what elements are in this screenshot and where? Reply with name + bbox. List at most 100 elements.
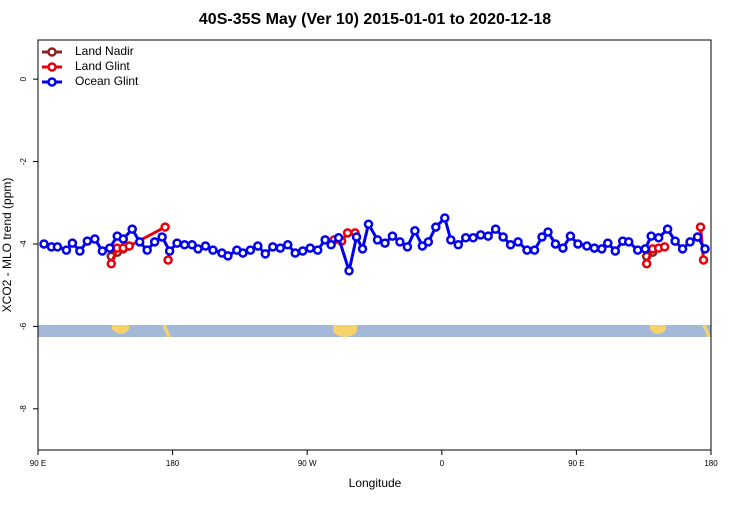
data-point — [505, 240, 516, 250]
data-point — [537, 232, 547, 242]
data-point — [700, 244, 710, 254]
data-point — [164, 246, 175, 256]
land-blob — [112, 325, 129, 334]
plot-frame — [37, 39, 712, 451]
x-tick-label: 90 W — [298, 459, 317, 468]
data-point — [283, 240, 293, 250]
data-point — [200, 241, 211, 251]
data-point — [160, 222, 170, 232]
data-point — [659, 242, 670, 252]
data-point — [695, 222, 706, 232]
data-point — [172, 238, 182, 248]
legend-marker — [47, 62, 57, 72]
data-point — [603, 238, 613, 248]
data-point — [565, 231, 576, 241]
data-point — [342, 228, 353, 238]
data-point — [67, 238, 78, 248]
data-point — [522, 245, 532, 255]
data-point — [677, 244, 688, 254]
x-tick-label: 180 — [166, 459, 180, 468]
land-strip — [38, 325, 711, 337]
data-point — [105, 243, 115, 253]
x-tick-label: 90 E — [30, 459, 46, 468]
land-blob — [702, 325, 711, 337]
ocean-band — [38, 325, 711, 337]
legend-label: Land Nadir — [75, 44, 134, 58]
data-point — [39, 239, 49, 249]
data-point — [193, 244, 203, 254]
data-point — [423, 237, 434, 247]
data-point — [61, 245, 72, 255]
data-point — [640, 244, 650, 254]
data-point — [312, 245, 323, 255]
data-point — [431, 222, 441, 232]
data-point — [387, 231, 398, 241]
data-point — [468, 233, 478, 243]
data-point — [453, 240, 464, 250]
data-point — [646, 231, 656, 241]
data-point — [440, 213, 450, 223]
data-point — [490, 224, 501, 234]
data-point — [238, 248, 248, 258]
data-point — [163, 255, 173, 265]
data-point — [529, 245, 540, 255]
x-tick-label: 0 — [440, 459, 445, 468]
data-point — [417, 241, 428, 251]
data-point — [685, 237, 695, 247]
data-point — [268, 242, 278, 252]
data-point — [395, 237, 405, 247]
data-point — [326, 240, 336, 250]
data-point — [351, 232, 362, 242]
data-point — [610, 246, 621, 256]
data-point — [460, 233, 471, 243]
y-axis-label: XCO2 - MLO trend (ppm) — [0, 178, 14, 313]
data-point — [380, 238, 390, 248]
x-tick-label: 90 E — [568, 459, 584, 468]
x-tick-label: 180 — [704, 459, 718, 468]
data-point — [320, 235, 330, 245]
data-point — [623, 237, 634, 247]
data-point — [698, 255, 709, 265]
data-point — [127, 224, 137, 234]
land-blob — [333, 325, 357, 337]
land-blob — [162, 325, 171, 337]
data-point — [290, 248, 300, 258]
data-point — [692, 232, 703, 242]
legend-marker — [47, 47, 57, 57]
data-point — [245, 245, 256, 255]
data-point — [597, 244, 607, 254]
data-point — [582, 241, 592, 251]
data-point — [118, 234, 128, 244]
data-point — [662, 224, 673, 234]
data-point — [208, 245, 218, 255]
data-point — [333, 233, 344, 243]
legend-marker — [47, 77, 57, 87]
data-point — [363, 219, 374, 229]
data-point — [446, 235, 456, 245]
data-point — [305, 243, 315, 253]
data-point — [106, 258, 117, 269]
data-point — [498, 232, 508, 242]
data-point — [124, 241, 134, 251]
data-point — [589, 243, 600, 253]
data-point — [475, 230, 486, 240]
data-point — [402, 242, 413, 252]
data-point — [670, 236, 680, 246]
data-point — [513, 237, 523, 247]
data-point — [187, 240, 197, 250]
y-tick-label: -4 — [19, 240, 28, 248]
data-point — [410, 226, 420, 236]
data-point — [90, 234, 100, 244]
data-point — [82, 236, 93, 246]
x-axis-label: Longitude — [349, 476, 402, 490]
data-point — [372, 235, 383, 245]
data-point — [344, 266, 354, 276]
data-point — [260, 249, 271, 259]
chart-title: 40S-35S May (Ver 10) 2015-01-01 to 2020-… — [199, 11, 551, 28]
y-tick-label: -8 — [19, 405, 28, 413]
data-point — [483, 231, 493, 241]
data-point — [142, 245, 152, 255]
data-point — [149, 237, 160, 247]
